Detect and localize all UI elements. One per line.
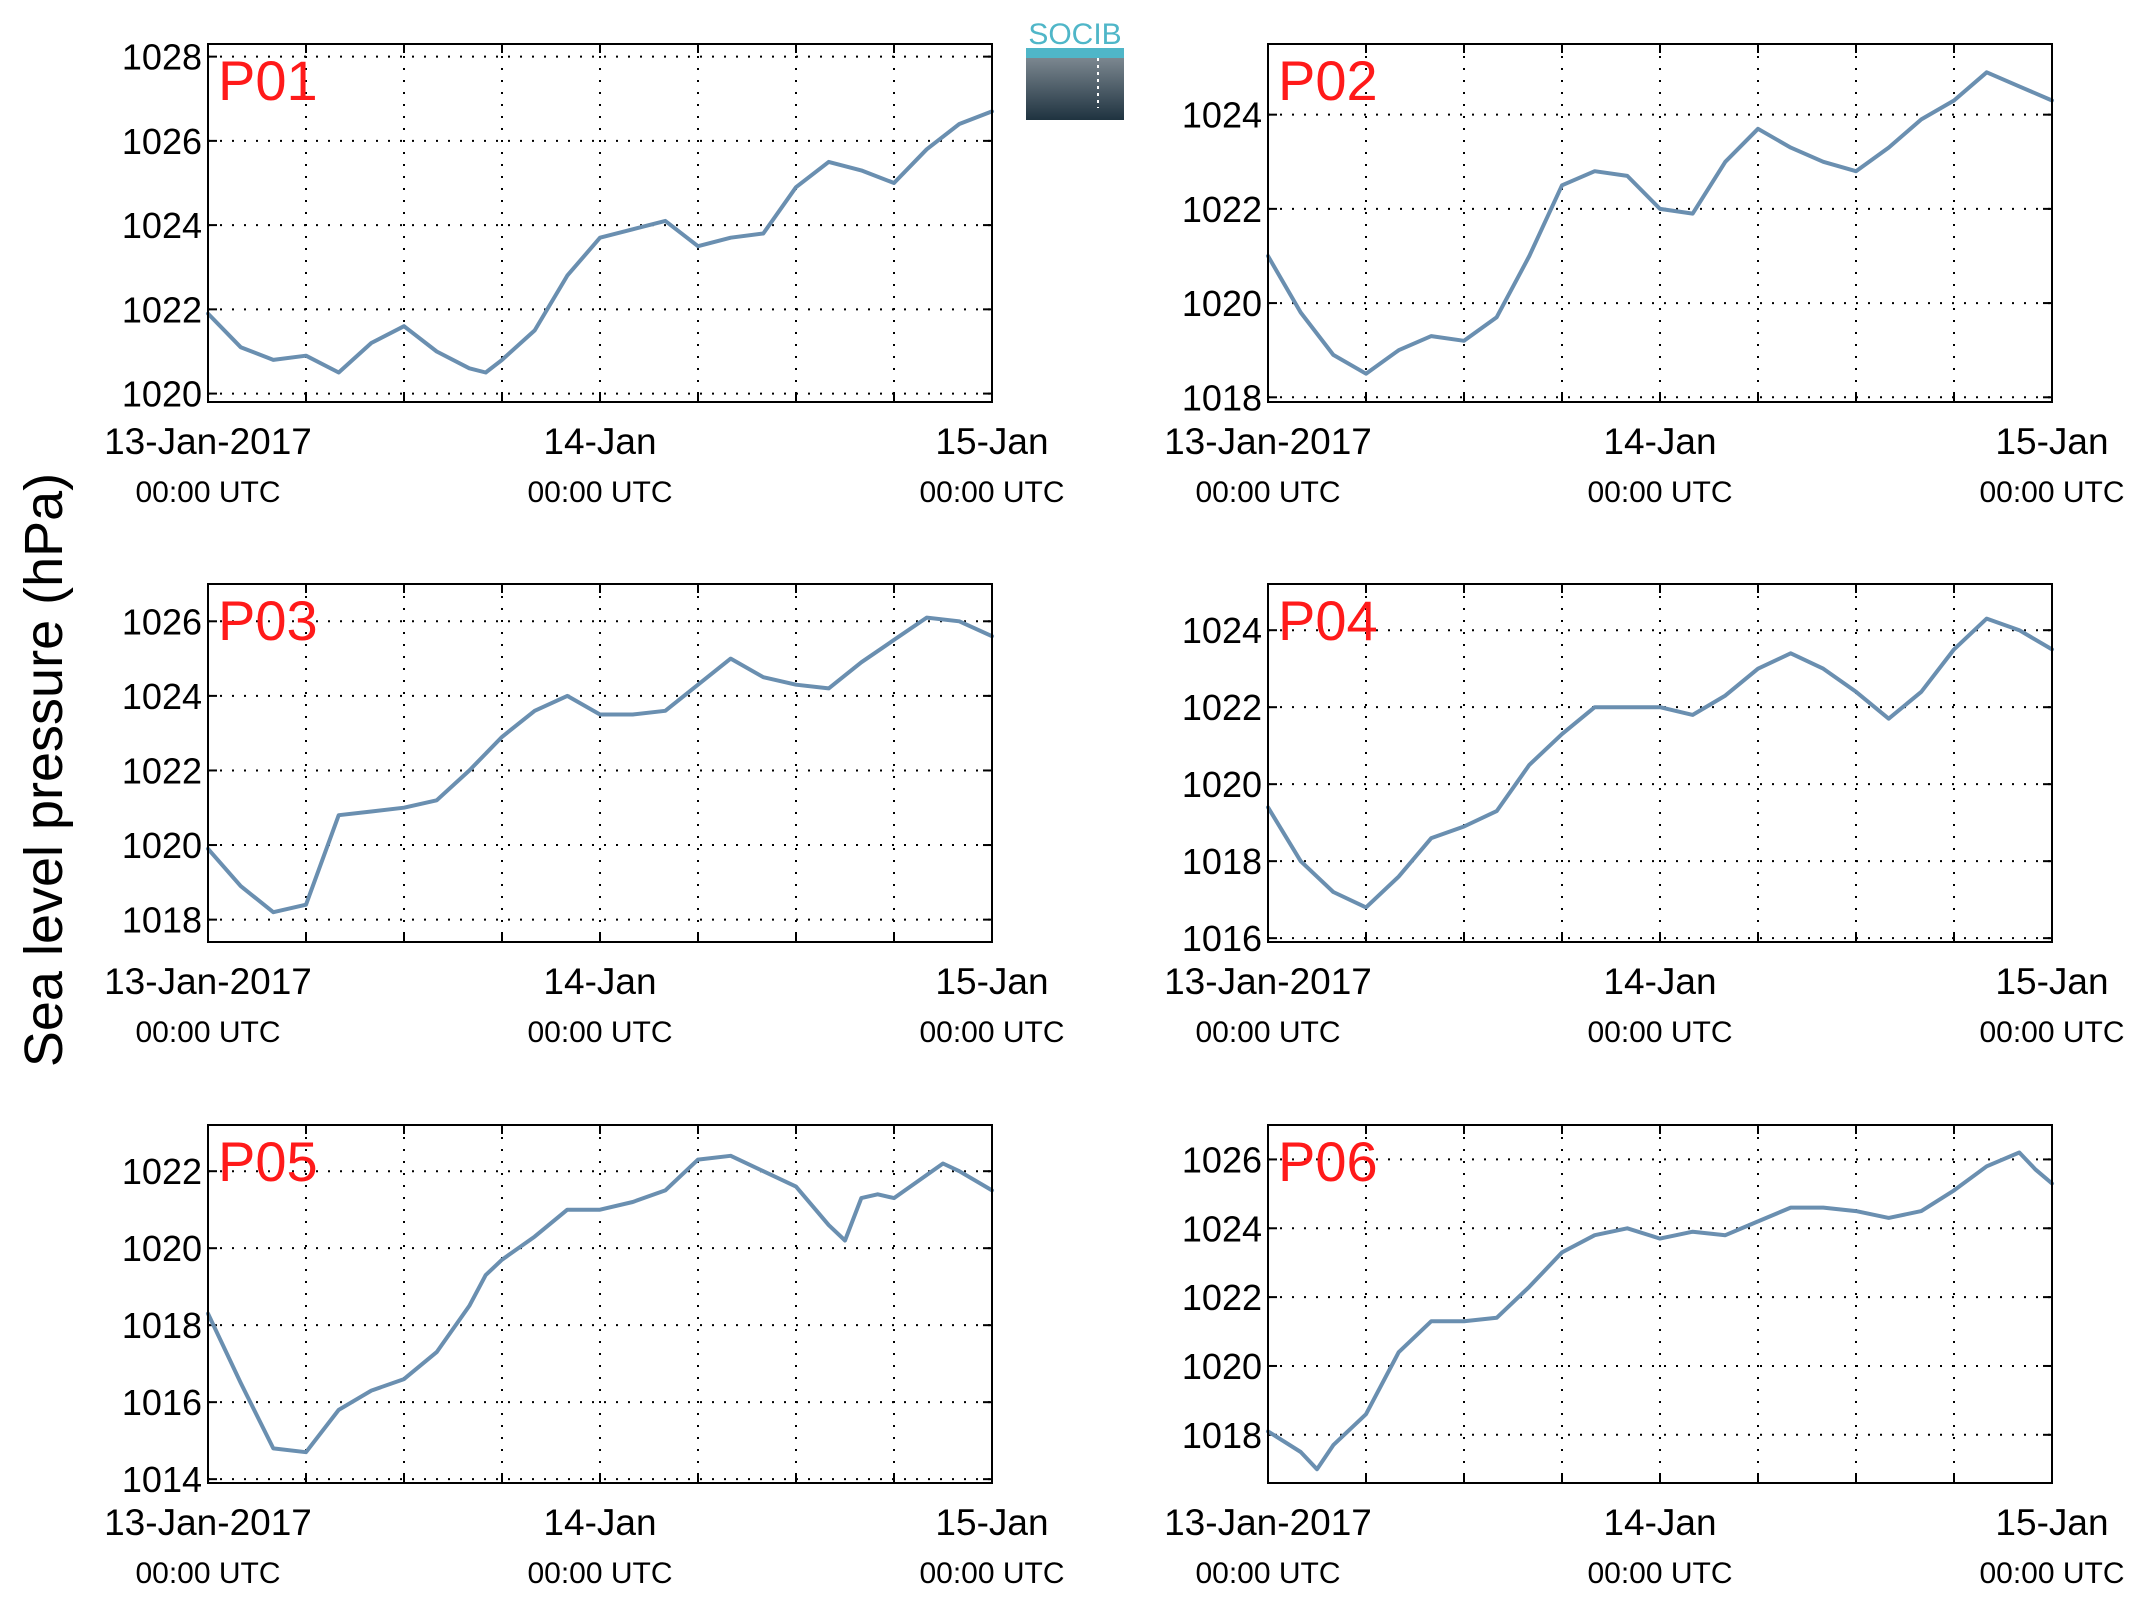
panel-label: P01 [218,49,318,112]
x-tick-label: 13-Jan-2017 [1164,961,1372,1002]
y-tick-label: 1016 [1182,918,1262,959]
x-tick-label: 14-Jan [1603,1502,1716,1543]
x-tick-label: 13-Jan-2017 [104,421,312,462]
y-tick-label: 1020 [1182,1346,1262,1387]
y-tick-label: 1020 [122,825,202,866]
x-tick-label: 14-Jan [543,1502,656,1543]
y-tick-label: 1018 [122,900,202,941]
x-tick-label: 15-Jan [1995,421,2108,462]
x-tick-sublabel: 00:00 UTC [1587,476,1732,509]
x-tick-sublabel: 00:00 UTC [135,1557,280,1590]
panel-p05: 1014 1016 1018 1020 1022 13-Jan-2017 00:00 UTC… [104,1124,1065,1590]
series-line-p05 [206,1153,994,1455]
x-tick-sublabel: 00:00 UTC [1979,1557,2124,1590]
x-tick-label: 15-Jan [935,961,1048,1002]
y-tick-label: 1014 [122,1459,202,1500]
y-tick-label: 1020 [1182,283,1262,324]
x-tick-sublabel: 00:00 UTC [135,1016,280,1049]
panel-label: P06 [1278,1130,1378,1193]
socib-logo-text: SOCIB [1028,18,1121,51]
y-tick-label: 1018 [1182,841,1262,882]
x-tick-sublabel: 00:00 UTC [1587,1016,1732,1049]
series-line-p03 [206,615,994,915]
plot-frame [207,1124,993,1484]
series-line-p01 [206,109,994,375]
x-tick-sublabel: 00:00 UTC [919,1557,1064,1590]
y-tick-label: 1018 [1182,1415,1262,1456]
socib-logo-wave [1026,48,1124,58]
plot-frame [207,43,993,403]
y-tick-label: 1022 [122,750,202,791]
x-tick-sublabel: 00:00 UTC [1195,1016,1340,1049]
x-tick-label: 13-Jan-2017 [104,1502,312,1543]
y-tick-label: 1020 [122,374,202,415]
x-tick-sublabel: 00:00 UTC [1195,1557,1340,1590]
x-tick-label: 13-Jan-2017 [104,961,312,1002]
figure-y-axis-label: Sea level pressure (hPa) [14,473,74,1067]
y-tick-label: 1016 [122,1382,202,1423]
y-tick-label: 1018 [1182,377,1262,418]
panel-p04: 1016 1018 1020 1022 1024 13-Jan-2017 00:00 UTC… [1164,583,2125,1049]
panel-label: P05 [218,1130,318,1193]
y-tick-label: 1022 [122,1151,202,1192]
y-tick-label: 1024 [122,205,202,246]
y-tick-label: 1022 [1182,1277,1262,1318]
x-tick-label: 15-Jan [935,421,1048,462]
y-tick-label: 1024 [1182,95,1262,136]
x-tick-sublabel: 00:00 UTC [919,1016,1064,1049]
x-tick-label: 13-Jan-2017 [1164,421,1372,462]
y-tick-label: 1022 [122,289,202,330]
plot-frame [207,583,993,943]
x-tick-label: 13-Jan-2017 [1164,1502,1372,1543]
x-tick-sublabel: 00:00 UTC [527,1016,672,1049]
panel-p01: 1020 1022 1024 1026 1028 13-Jan-2017 00:00 UTC… [104,37,1064,509]
plot-frame [1267,1124,2053,1484]
panel-p02: 1018 1020 1022 1024 13-Jan-2017 00:00 UTC 14-J… [1164,43,2125,509]
x-tick-sublabel: 00:00 UTC [1587,1557,1732,1590]
x-tick-sublabel: 00:00 UTC [527,476,672,509]
y-tick-label: 1018 [122,1305,202,1346]
panel-label: P04 [1278,589,1378,652]
series-line-p06 [1266,1150,2054,1472]
x-tick-label: 14-Jan [543,961,656,1002]
x-tick-label: 14-Jan [1603,961,1716,1002]
x-tick-sublabel: 00:00 UTC [919,476,1064,509]
x-tick-label: 14-Jan [1603,421,1716,462]
y-tick-label: 1024 [122,676,202,717]
panel-p06: 1018 1020 1022 1024 1026 13-Jan-2017 00:00 UTC… [1164,1124,2125,1590]
y-tick-label: 1028 [122,37,202,78]
y-tick-label: 1024 [1182,1208,1262,1249]
series-line-p02 [1266,70,2054,376]
y-tick-label: 1020 [122,1228,202,1269]
series-line-p04 [1266,616,2054,910]
socib-logo: SOCIB [1026,18,1124,120]
panel-p03: 1018 1020 1022 1024 1026 13-Jan-2017 00:00 UTC… [104,583,1065,1049]
x-tick-label: 14-Jan [543,421,656,462]
panel-label: P02 [1278,49,1378,112]
x-tick-label: 15-Jan [935,1502,1048,1543]
x-tick-sublabel: 00:00 UTC [527,1557,672,1590]
y-tick-label: 1024 [1182,610,1262,651]
y-tick-label: 1022 [1182,189,1262,230]
y-tick-label: 1020 [1182,764,1262,805]
y-tick-label: 1022 [1182,687,1262,728]
socib-logo-block [1026,48,1124,120]
x-tick-label: 15-Jan [1995,1502,2108,1543]
y-tick-label: 1026 [122,601,202,642]
panel-label: P03 [218,589,318,652]
y-tick-label: 1026 [1182,1139,1262,1180]
x-tick-sublabel: 00:00 UTC [1979,1016,2124,1049]
plot-frame [1267,43,2053,403]
y-tick-label: 1026 [122,121,202,162]
x-tick-label: 15-Jan [1995,961,2108,1002]
x-tick-sublabel: 00:00 UTC [135,476,280,509]
x-tick-sublabel: 00:00 UTC [1979,476,2124,509]
x-tick-sublabel: 00:00 UTC [1195,476,1340,509]
plot-frame [1267,583,2053,943]
